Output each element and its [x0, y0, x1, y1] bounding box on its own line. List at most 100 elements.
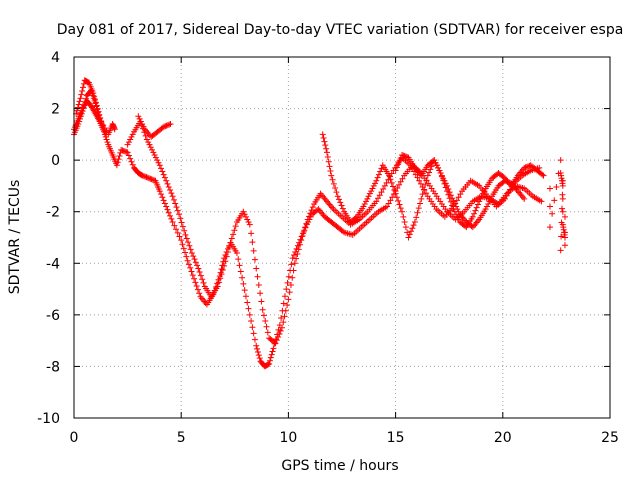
data-point	[93, 103, 100, 110]
data-point	[559, 177, 566, 184]
data-point	[285, 296, 292, 303]
data-point	[412, 171, 419, 178]
data-point	[551, 197, 558, 204]
data-point	[269, 348, 276, 355]
data-point	[189, 272, 196, 279]
data-point	[503, 192, 510, 199]
data-point	[191, 275, 198, 282]
x-tick-label: 0	[70, 430, 79, 446]
data-point	[549, 210, 556, 217]
data-point	[293, 255, 300, 262]
data-point	[410, 222, 417, 229]
data-point	[164, 206, 171, 213]
data-point	[281, 313, 288, 320]
data-point	[417, 180, 424, 187]
data-point	[162, 123, 169, 130]
data-point	[486, 198, 493, 205]
data-point	[258, 298, 265, 305]
data-point	[139, 172, 146, 179]
data-point	[387, 176, 394, 183]
data-point	[309, 204, 316, 211]
data-point	[232, 223, 239, 230]
data-point	[163, 203, 170, 210]
data-point	[396, 181, 403, 188]
data-point	[437, 170, 444, 177]
data-point	[383, 179, 390, 186]
data-point	[485, 200, 492, 207]
data-point	[114, 159, 121, 166]
data-point	[441, 177, 448, 184]
data-point	[171, 222, 178, 229]
data-point	[227, 239, 234, 246]
data-point	[124, 141, 131, 148]
data-point	[321, 138, 328, 145]
data-point	[307, 210, 314, 217]
data-point	[375, 195, 382, 202]
data-point	[330, 180, 337, 187]
data-point	[100, 122, 107, 129]
data-point	[561, 229, 568, 236]
y-tick-label: -4	[46, 256, 60, 272]
data-point	[294, 251, 301, 258]
data-point	[183, 253, 190, 260]
data-point	[101, 125, 108, 132]
data-point	[304, 216, 311, 223]
data-point	[104, 139, 111, 146]
data-point	[231, 227, 238, 234]
data-point	[397, 155, 404, 162]
data-point	[278, 324, 285, 331]
data-point	[391, 187, 398, 194]
data-point	[281, 293, 288, 300]
data-point	[409, 225, 416, 232]
data-point	[553, 183, 560, 190]
data-point	[323, 149, 330, 156]
data-point	[96, 115, 103, 122]
data-point	[259, 306, 266, 313]
data-point	[140, 173, 147, 180]
data-point	[505, 179, 512, 186]
data-point	[187, 264, 194, 271]
data-point	[423, 190, 430, 197]
data-point	[482, 206, 489, 213]
data-point	[332, 184, 339, 191]
data-point	[378, 165, 385, 172]
data-point	[245, 305, 252, 312]
data-point	[95, 109, 102, 116]
data-point	[557, 157, 564, 164]
data-point	[299, 232, 306, 239]
data-point	[78, 91, 85, 98]
data-point	[401, 153, 408, 160]
data-point	[320, 134, 327, 141]
data-point	[218, 271, 225, 278]
data-point	[446, 189, 453, 196]
data-point	[169, 219, 176, 226]
data-point	[76, 118, 83, 125]
data-point	[190, 253, 197, 260]
data-point	[77, 115, 84, 122]
data-point	[115, 156, 122, 163]
data-point	[480, 190, 487, 197]
data-point	[128, 158, 135, 165]
data-point	[119, 147, 126, 154]
data-point	[329, 176, 336, 183]
data-point	[393, 164, 400, 171]
data-point	[361, 200, 368, 207]
data-point	[142, 173, 149, 180]
data-point	[395, 161, 402, 168]
data-point	[255, 352, 262, 359]
data-point	[168, 215, 175, 222]
data-point	[150, 149, 157, 156]
data-point	[422, 181, 429, 188]
data-point	[76, 98, 83, 105]
data-point	[161, 200, 168, 207]
data-point	[302, 224, 309, 231]
data-point	[222, 258, 229, 265]
data-point	[381, 182, 388, 189]
data-point	[83, 95, 90, 102]
y-tick-label: 4	[51, 50, 60, 66]
data-point	[501, 177, 508, 184]
data-point	[402, 224, 409, 231]
data-point	[447, 192, 454, 199]
data-point	[179, 223, 186, 230]
